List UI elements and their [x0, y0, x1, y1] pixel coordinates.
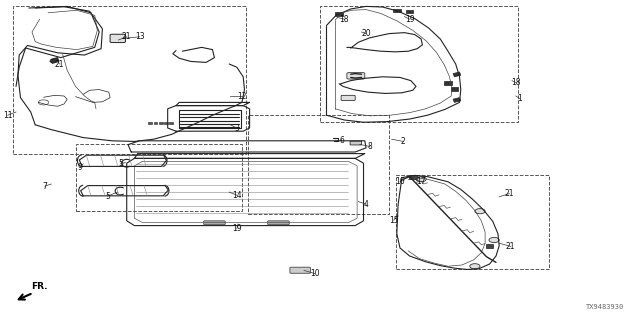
Polygon shape: [409, 175, 417, 179]
Text: 16: 16: [395, 177, 405, 186]
Text: 4: 4: [364, 200, 369, 209]
Text: 15: 15: [388, 216, 399, 225]
Text: 9: 9: [77, 163, 83, 172]
Polygon shape: [444, 81, 452, 85]
Polygon shape: [453, 98, 461, 102]
Text: 12: 12: [237, 92, 246, 100]
Text: 5: 5: [118, 159, 123, 168]
Text: 21: 21: [506, 242, 515, 251]
Polygon shape: [169, 122, 173, 124]
Polygon shape: [486, 244, 493, 248]
Text: 6: 6: [339, 136, 344, 145]
Text: 18: 18: [340, 15, 349, 24]
Polygon shape: [154, 122, 157, 124]
Circle shape: [489, 237, 499, 243]
FancyBboxPatch shape: [347, 73, 365, 79]
Text: FR.: FR.: [31, 282, 47, 291]
Circle shape: [416, 177, 426, 182]
FancyBboxPatch shape: [350, 141, 362, 145]
Polygon shape: [159, 122, 163, 124]
Polygon shape: [453, 72, 461, 77]
Text: 21: 21: [505, 189, 514, 198]
Text: 14: 14: [232, 191, 242, 200]
FancyBboxPatch shape: [290, 267, 310, 273]
Circle shape: [475, 209, 485, 214]
Text: 5: 5: [105, 192, 110, 201]
FancyBboxPatch shape: [268, 221, 289, 225]
FancyBboxPatch shape: [341, 95, 355, 100]
Polygon shape: [50, 58, 59, 63]
Text: 21: 21: [122, 32, 131, 41]
Text: 1: 1: [517, 94, 522, 103]
Text: 21: 21: [55, 60, 64, 68]
Polygon shape: [148, 122, 152, 124]
Text: 2: 2: [401, 137, 406, 146]
Text: 8: 8: [367, 142, 372, 151]
Text: 18: 18: [511, 78, 520, 87]
Polygon shape: [451, 87, 458, 91]
FancyBboxPatch shape: [204, 221, 225, 225]
Text: 10: 10: [310, 269, 320, 278]
Text: 19: 19: [404, 15, 415, 24]
Text: 3: 3: [234, 124, 239, 132]
Text: 7: 7: [42, 182, 47, 191]
Polygon shape: [406, 10, 413, 13]
Text: TX9483930: TX9483930: [586, 304, 624, 310]
Circle shape: [470, 264, 480, 269]
Polygon shape: [335, 12, 343, 16]
Text: 13: 13: [134, 32, 145, 41]
FancyBboxPatch shape: [110, 34, 125, 43]
Text: 20: 20: [361, 29, 371, 38]
Text: 17: 17: [416, 177, 426, 186]
Polygon shape: [393, 9, 401, 12]
Polygon shape: [164, 122, 168, 124]
Text: 11: 11: [3, 111, 12, 120]
Text: 19: 19: [232, 224, 242, 233]
